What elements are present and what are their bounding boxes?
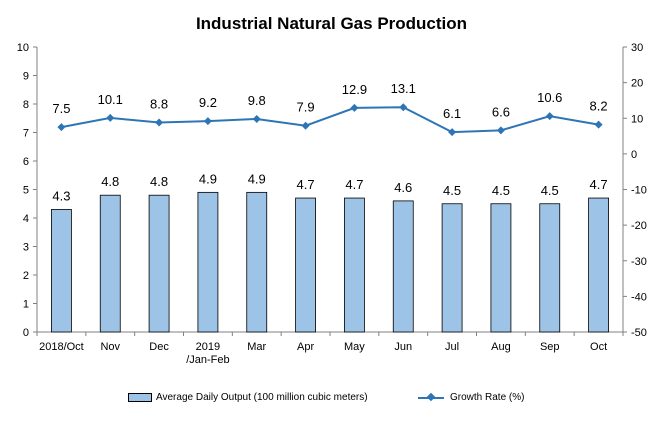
y-left-tick-label: 2 (23, 270, 29, 282)
bar-data-label: 4.8 (150, 174, 168, 189)
y-right-tick-label: -20 (631, 220, 647, 232)
bar (392, 200, 414, 333)
bar (588, 197, 609, 333)
y-left-tick-label: 3 (23, 242, 29, 254)
line-point (57, 123, 66, 132)
y-left-tick-label: 1 (23, 299, 29, 311)
bar-data-label: 4.5 (492, 183, 510, 198)
bar-data-label: 4.7 (297, 177, 315, 192)
x-tick-label: Apr (297, 341, 314, 353)
line-point (106, 113, 115, 122)
y-left-tick-label: 0 (23, 327, 29, 339)
line-point (545, 112, 554, 121)
y-left-tick-label: 5 (23, 185, 29, 197)
line-point (399, 103, 408, 112)
legend-bar-swatch (128, 393, 152, 402)
x-tick-label: May (344, 341, 365, 353)
y-right-tick-label: 0 (631, 149, 637, 161)
y-right-tick-label: -40 (631, 291, 647, 303)
y-left-tick-label: 8 (23, 99, 29, 111)
y-right-tick-label: 30 (631, 42, 643, 54)
legend-line-swatch (418, 393, 444, 403)
y-right-tick-label: 10 (631, 113, 643, 125)
line-data-label: 7.9 (297, 100, 315, 115)
y-right-tick-label: -50 (631, 327, 647, 339)
line-point (448, 128, 457, 137)
line-data-label: 8.8 (150, 97, 168, 112)
line-data-label: 9.8 (248, 93, 266, 108)
x-tick-label: 2019 (196, 341, 220, 353)
line-point (203, 117, 212, 126)
x-tick-label: Dec (149, 341, 169, 353)
line-point (301, 121, 310, 130)
line-point (252, 114, 261, 123)
legend-label-line: Growth Rate (%) (450, 392, 525, 403)
x-tick-label: Oct (590, 341, 607, 353)
x-tick-label: Jul (445, 341, 459, 353)
bar-data-label: 4.6 (394, 180, 412, 195)
legend-item-bars: Average Daily Output (100 million cubic … (128, 392, 368, 403)
x-tick-label: Nov (100, 341, 120, 353)
x-tick-label: /Jan-Feb (186, 354, 229, 366)
legend-item-line: Growth Rate (%) (418, 392, 524, 403)
y-left-tick-label: 4 (23, 213, 29, 225)
growth-rate-line (61, 106, 599, 134)
bar (490, 203, 512, 333)
line-data-label: 6.6 (492, 104, 510, 119)
line-data-label: 7.5 (52, 101, 70, 116)
line-data-label: 8.2 (590, 99, 608, 114)
x-tick-label: Mar (247, 341, 266, 353)
y-left-tick-label: 7 (23, 128, 29, 140)
bar (441, 203, 463, 333)
legend-label-bars: Average Daily Output (100 million cubic … (156, 392, 368, 403)
line-data-label: 6.1 (443, 106, 461, 121)
bar-data-label: 4.3 (52, 188, 70, 203)
line-data-label: 9.2 (199, 95, 217, 110)
bar (295, 197, 316, 333)
y-right-tick-label: -10 (631, 185, 647, 197)
bar (51, 209, 72, 333)
bar-data-label: 4.9 (199, 171, 217, 186)
bar-data-label: 4.8 (101, 174, 119, 189)
bar (99, 194, 121, 333)
bar-data-label: 4.5 (443, 183, 461, 198)
bar (539, 203, 561, 333)
y-left-tick-label: 10 (17, 42, 29, 54)
line-point (155, 118, 164, 127)
chart-title: Industrial Natural Gas Production (195, 14, 468, 33)
x-tick-label: Aug (491, 341, 511, 353)
bar (344, 197, 365, 333)
line-data-label: 13.1 (391, 81, 416, 96)
line-point (594, 120, 603, 129)
bar-data-label: 4.9 (248, 171, 266, 186)
bar-data-label: 4.7 (590, 177, 608, 192)
line-data-label: 10.6 (537, 90, 562, 105)
bar-data-label: 4.7 (345, 177, 363, 192)
line-point (350, 103, 359, 112)
line-data-label: 12.9 (342, 82, 367, 97)
bar (246, 191, 268, 333)
bar (197, 191, 219, 333)
chart-legend: Average Daily Output (100 million cubic … (0, 392, 663, 410)
bar-data-label: 4.5 (541, 183, 559, 198)
y-right-tick-label: -30 (631, 256, 647, 268)
x-tick-label: 2018/Oct (39, 341, 84, 353)
x-tick-label: Sep (540, 341, 560, 353)
line-point (496, 126, 505, 135)
x-tick-label: Jun (394, 341, 412, 353)
y-left-tick-label: 9 (23, 71, 29, 83)
line-data-label: 10.1 (98, 92, 123, 107)
bar (148, 194, 170, 333)
y-right-tick-label: 20 (631, 78, 643, 90)
y-left-tick-label: 6 (23, 156, 29, 168)
